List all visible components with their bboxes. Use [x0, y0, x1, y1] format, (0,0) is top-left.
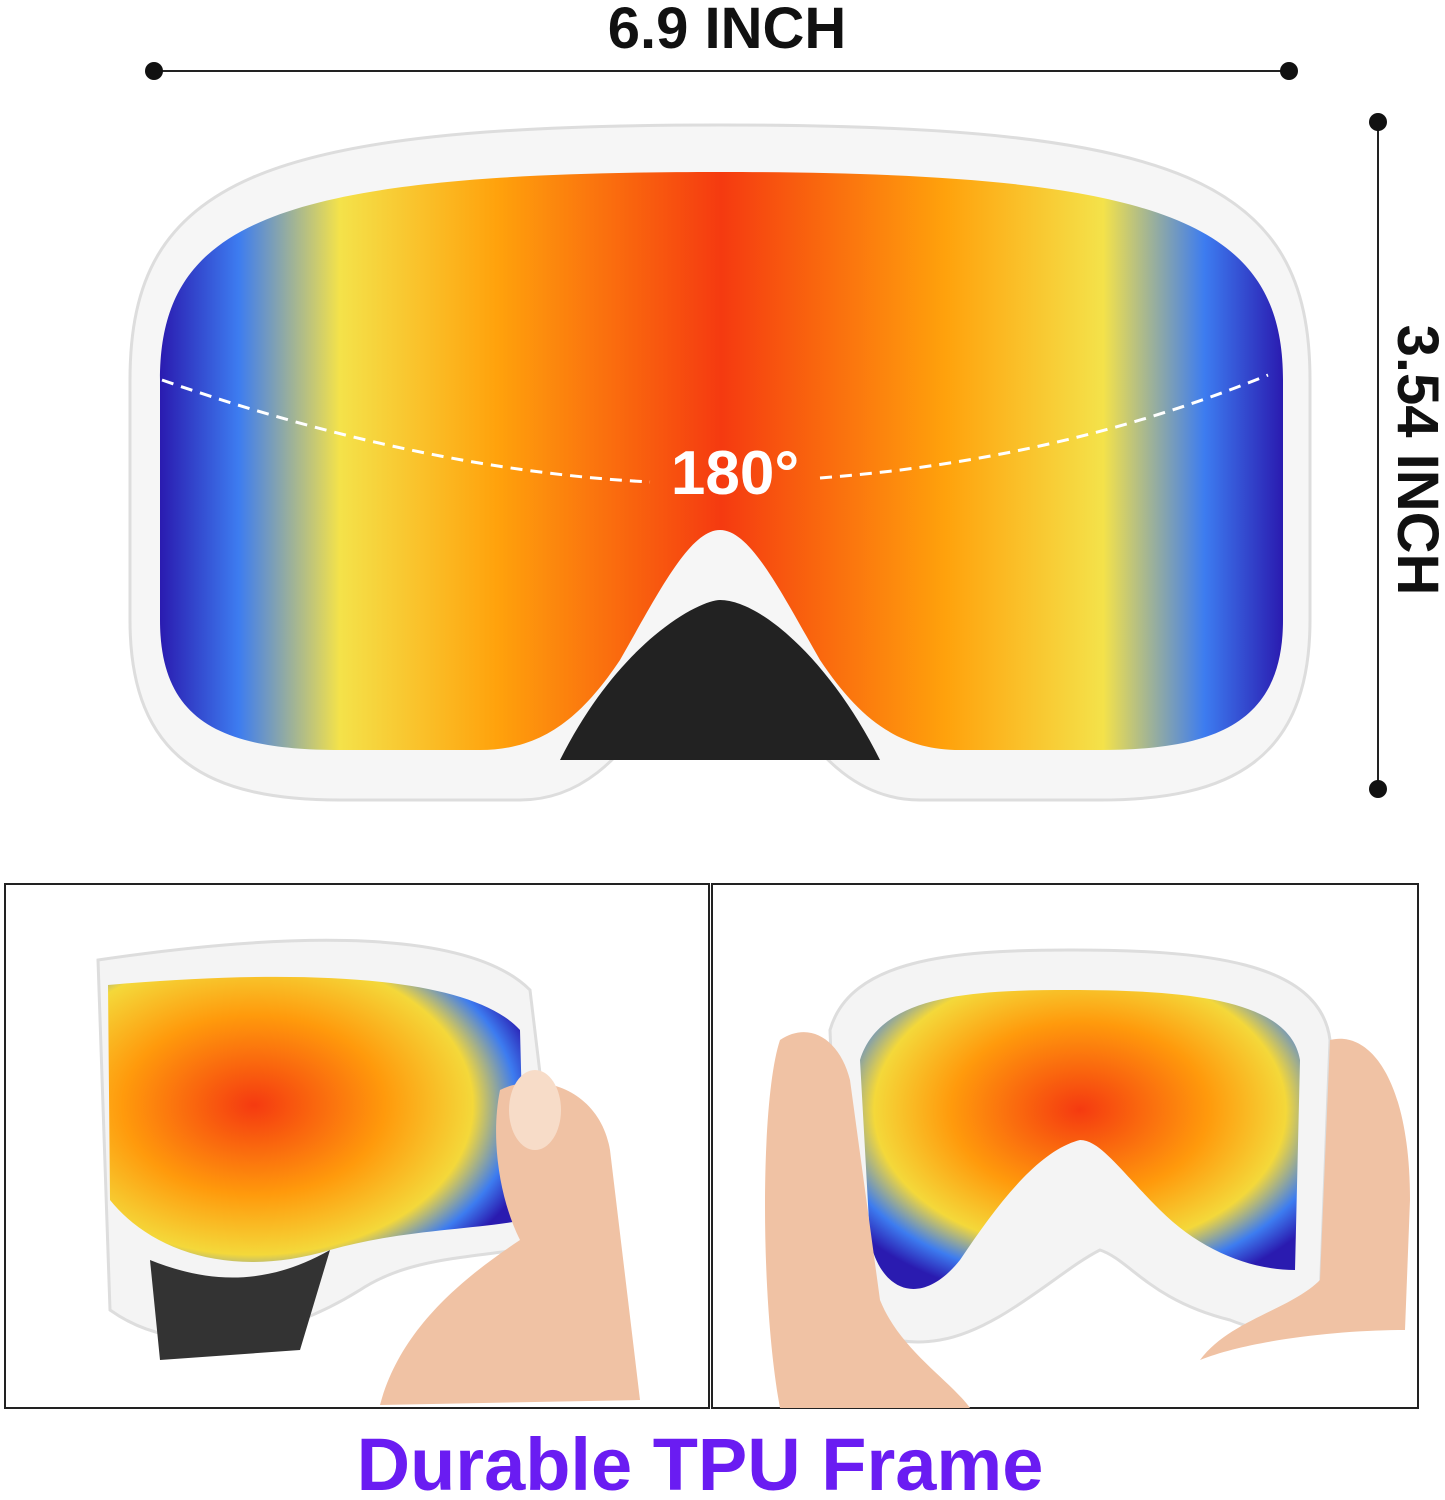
caption: Durable TPU Frame [357, 1423, 1044, 1500]
thumbnail [509, 1070, 561, 1150]
fov-label: 180° [671, 439, 799, 508]
width-label: 6.9 INCH [608, 0, 847, 61]
lens [160, 172, 1283, 750]
fov-arc [819, 373, 1269, 480]
height-label: 3.54 INCH [1385, 325, 1445, 596]
hand [1200, 1038, 1410, 1360]
foam [150, 1250, 330, 1360]
hand [765, 1032, 970, 1408]
dot [1369, 780, 1387, 798]
lens [108, 976, 525, 1262]
fov-arc [161, 378, 651, 484]
dot [1280, 62, 1298, 80]
dot [1369, 113, 1387, 131]
hand [380, 1082, 640, 1405]
lens [860, 990, 1300, 1289]
dot [145, 62, 163, 80]
nose-foam [560, 600, 880, 760]
